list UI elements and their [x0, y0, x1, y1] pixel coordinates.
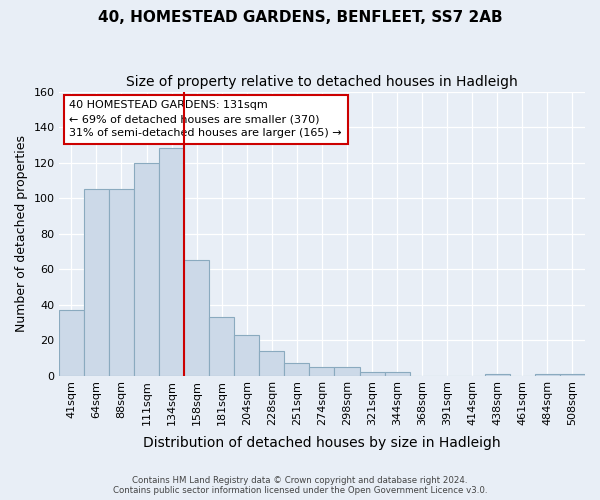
- Bar: [385, 372, 410, 376]
- Bar: [259, 350, 284, 376]
- Bar: [209, 317, 234, 376]
- Bar: [359, 372, 385, 376]
- Bar: [134, 162, 159, 376]
- Bar: [334, 366, 359, 376]
- Bar: [560, 374, 585, 376]
- Bar: [159, 148, 184, 376]
- Text: Contains HM Land Registry data © Crown copyright and database right 2024.
Contai: Contains HM Land Registry data © Crown c…: [113, 476, 487, 495]
- Bar: [84, 189, 109, 376]
- X-axis label: Distribution of detached houses by size in Hadleigh: Distribution of detached houses by size …: [143, 436, 501, 450]
- Text: 40 HOMESTEAD GARDENS: 131sqm
← 69% of detached houses are smaller (370)
31% of s: 40 HOMESTEAD GARDENS: 131sqm ← 69% of de…: [70, 100, 342, 138]
- Bar: [284, 363, 310, 376]
- Bar: [485, 374, 510, 376]
- Title: Size of property relative to detached houses in Hadleigh: Size of property relative to detached ho…: [126, 75, 518, 89]
- Y-axis label: Number of detached properties: Number of detached properties: [15, 135, 28, 332]
- Bar: [234, 335, 259, 376]
- Bar: [184, 260, 209, 376]
- Bar: [310, 366, 334, 376]
- Text: 40, HOMESTEAD GARDENS, BENFLEET, SS7 2AB: 40, HOMESTEAD GARDENS, BENFLEET, SS7 2AB: [98, 10, 502, 25]
- Bar: [535, 374, 560, 376]
- Bar: [109, 189, 134, 376]
- Bar: [59, 310, 84, 376]
